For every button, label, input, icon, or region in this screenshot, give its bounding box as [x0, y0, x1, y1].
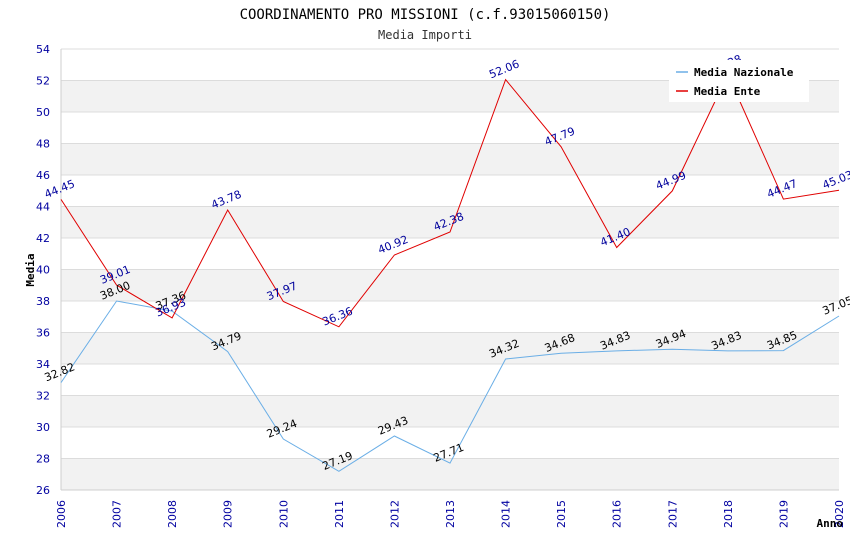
y-axis-label: Media — [24, 253, 37, 286]
y-tick-label: 38 — [36, 295, 50, 308]
x-axis-label: Anno — [817, 517, 844, 530]
y-tick-labels: 26 28 30 32 34 36 38 40 42 44 46 48 50 52 54 — [36, 43, 50, 497]
y-tick-label: 44 — [36, 201, 50, 214]
chart-title: COORDINAMENTO PRO MISSIONI (c.f.93015060… — [240, 7, 611, 23]
x-tick-label: 2010 — [277, 500, 290, 528]
x-tick-label: 2017 — [666, 500, 679, 528]
y-tick-label: 46 — [36, 169, 50, 182]
x-tick-label: 2016 — [611, 500, 624, 528]
legend-label-media-ente: Media Ente — [694, 85, 761, 98]
y-tick-label: 42 — [36, 232, 50, 245]
series-line-media-nazionale — [60, 300, 840, 472]
grid-band — [61, 395, 839, 427]
grid-band — [61, 143, 839, 175]
data-label-media-ente: 52.06 — [487, 57, 521, 81]
grid-band — [61, 332, 839, 364]
x-tick-label: 2020 — [833, 500, 846, 528]
series-line-media-ente — [60, 73, 840, 328]
x-tick-labels: 2006 2007 2008 2009 2010 2011 2012 2013 2014 2015… — [55, 500, 846, 528]
x-tick-label: 2006 — [55, 500, 68, 528]
y-tick-label: 34 — [36, 358, 50, 371]
data-label-media-ente: 36.36 — [321, 305, 355, 329]
y-tick-label: 40 — [36, 264, 50, 277]
series-lines — [60, 73, 840, 472]
x-tick-label: 2007 — [111, 500, 124, 528]
x-tick-label: 2012 — [388, 500, 401, 528]
y-tick-label: 30 — [36, 421, 50, 434]
x-tick-label: 2018 — [722, 500, 735, 528]
grid-band — [61, 458, 839, 490]
y-tick-label: 48 — [36, 138, 50, 151]
grid-band — [61, 206, 839, 238]
x-tick-label: 2009 — [222, 500, 235, 528]
legend-label-media-nazionale: Media Nazionale — [694, 66, 794, 79]
x-tick-label: 2008 — [166, 500, 179, 528]
legend-box — [669, 60, 809, 102]
y-tick-label: 26 — [36, 484, 50, 497]
legend: Media Nazionale Media Ente — [669, 60, 809, 102]
y-tick-label: 28 — [36, 453, 50, 466]
x-tick-label: 2019 — [777, 500, 790, 528]
chart-subtitle: Media Importi — [378, 28, 472, 42]
x-tick-label: 2011 — [333, 500, 346, 528]
grid-band — [61, 269, 839, 301]
axes — [60, 49, 839, 491]
x-tick-label: 2013 — [444, 500, 457, 528]
x-tick-label: 2015 — [555, 500, 568, 528]
grid-bands — [61, 80, 839, 490]
y-tick-label: 50 — [36, 106, 50, 119]
y-tick-label: 32 — [36, 390, 50, 403]
x-tick-label: 2014 — [500, 500, 513, 528]
y-tick-label: 52 — [36, 75, 50, 88]
y-tick-label: 54 — [36, 43, 50, 56]
y-tick-label: 36 — [36, 327, 50, 340]
